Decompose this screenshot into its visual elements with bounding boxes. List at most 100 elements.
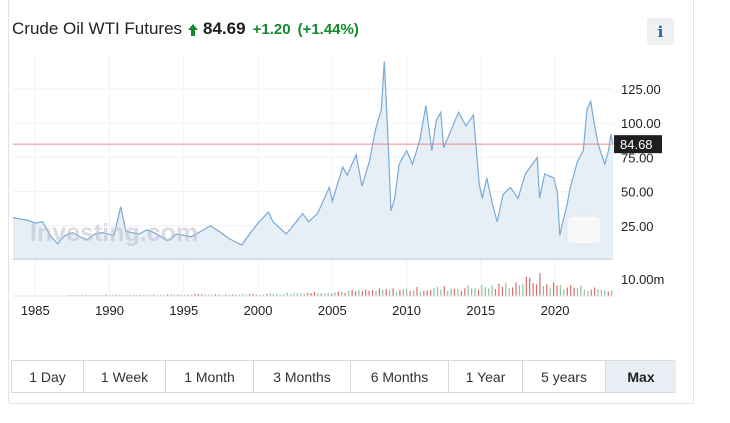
- volume-bar: [460, 290, 462, 296]
- volume-bar: [512, 287, 514, 296]
- volume-bar: [607, 291, 609, 296]
- volume-bar: [211, 294, 213, 296]
- volume-bar: [184, 294, 186, 296]
- volume-bar: [197, 293, 199, 296]
- volume-bar: [354, 291, 357, 296]
- price-chart[interactable]: Investing.com 125.00 100.00 75.00 50.00 25.0…: [0, 55, 700, 330]
- volume-bar: [201, 294, 203, 296]
- volume-bar: [218, 294, 220, 296]
- last-price: 84.69: [203, 19, 246, 38]
- volume-bar: [474, 288, 476, 296]
- volume-bar: [204, 294, 206, 296]
- volume-bar: [320, 293, 322, 296]
- volume-bar: [491, 285, 493, 296]
- volume-bar: [177, 294, 179, 296]
- y-tick-label: 125.00: [621, 82, 661, 97]
- volume-bar: [136, 294, 138, 296]
- range-button-6-months[interactable]: 6 Months: [351, 361, 449, 392]
- volume-bar: [272, 293, 275, 296]
- volume-bar: [259, 294, 261, 296]
- volume-bar: [553, 282, 555, 296]
- info-button[interactable]: i: [647, 18, 674, 45]
- volume-bar: [310, 293, 312, 296]
- volume-bar: [566, 287, 568, 296]
- volume-bar: [327, 293, 329, 296]
- y-tick-label: 100.00: [621, 116, 661, 131]
- range-button-max[interactable]: Max: [606, 361, 676, 392]
- volume-bar: [95, 294, 97, 296]
- volume-bar: [293, 292, 295, 296]
- volume-bar: [389, 290, 391, 296]
- volume-bar: [112, 294, 114, 296]
- volume-bar: [324, 293, 326, 296]
- volume-bar: [115, 294, 117, 296]
- volume-bar: [180, 294, 182, 296]
- volume-bar: [372, 290, 374, 296]
- volume-bar: [600, 290, 602, 296]
- volume-bar: [573, 287, 575, 296]
- volume-bar: [341, 291, 343, 296]
- chart-scroll-handle[interactable]: [566, 215, 602, 245]
- x-tick-label: 2015: [466, 303, 495, 318]
- volume-bar: [436, 286, 439, 296]
- volume-bar: [225, 294, 227, 296]
- volume-bar: [208, 294, 210, 296]
- time-range-selector: 1 Day 1 Week 1 Month 3 Months 6 Months 1 Year…: [11, 360, 676, 393]
- volume-bar: [231, 294, 234, 296]
- volume-bar: [484, 287, 486, 296]
- volume-bar: [590, 289, 592, 296]
- volume-bar: [190, 294, 193, 296]
- volume-bar: [556, 285, 558, 296]
- volume-bar: [334, 292, 336, 296]
- info-icon: i: [657, 22, 664, 41]
- volume-bar: [539, 273, 541, 296]
- range-button-1-year[interactable]: 1 Year: [449, 361, 523, 392]
- volume-bar: [559, 285, 561, 296]
- volume-bar: [228, 294, 230, 296]
- volume-bar: [597, 289, 599, 296]
- volume-bar: [587, 291, 589, 296]
- volume-bar: [494, 288, 497, 296]
- range-button-5-years[interactable]: 5 years: [523, 361, 606, 392]
- volume-bar: [440, 289, 442, 296]
- volume-bar: [546, 284, 548, 296]
- volume-bar: [535, 284, 538, 296]
- range-button-1-month[interactable]: 1 Month: [166, 361, 254, 392]
- up-arrow-icon: [188, 24, 199, 36]
- volume-bar: [129, 294, 131, 296]
- volume-bar: [406, 288, 408, 296]
- range-button-1-week[interactable]: 1 Week: [84, 361, 166, 392]
- volume-bar: [464, 288, 466, 296]
- volume-bar: [419, 291, 421, 296]
- volume-bar: [331, 293, 333, 296]
- volume-bar: [368, 290, 370, 296]
- x-tick-label: 1995: [169, 303, 198, 318]
- volume-bar: [399, 290, 401, 296]
- volume-bar: [426, 290, 428, 296]
- volume-bar: [413, 290, 415, 296]
- range-button-3-months[interactable]: 3 Months: [254, 361, 351, 392]
- volume-bar: [378, 288, 380, 296]
- volume-bar: [594, 287, 596, 296]
- volume-bar: [126, 294, 128, 296]
- volume-bar: [375, 290, 377, 296]
- volume-bar: [170, 294, 172, 296]
- price-tag: 84.68: [614, 135, 662, 154]
- volume-bar: [307, 292, 309, 296]
- volume-bar: [266, 293, 268, 296]
- volume-bar: [167, 294, 169, 296]
- volume-bar: [576, 288, 579, 296]
- volume-bar: [269, 293, 271, 296]
- volume-bar: [402, 289, 404, 296]
- range-button-1-day[interactable]: 1 Day: [12, 361, 84, 392]
- volume-bar: [290, 294, 292, 296]
- volume-scale-label: 10.00m: [621, 272, 664, 287]
- instrument-title[interactable]: Crude Oil WTI Futures: [12, 19, 183, 38]
- volume-bar: [501, 286, 503, 296]
- volume-bar: [570, 285, 572, 296]
- price-change-percent: (+1.44%): [297, 20, 359, 38]
- y-tick-label: 25.00: [621, 219, 654, 234]
- volume-bar: [365, 289, 367, 296]
- volume-bar: [286, 292, 288, 296]
- volume-bar: [457, 289, 459, 296]
